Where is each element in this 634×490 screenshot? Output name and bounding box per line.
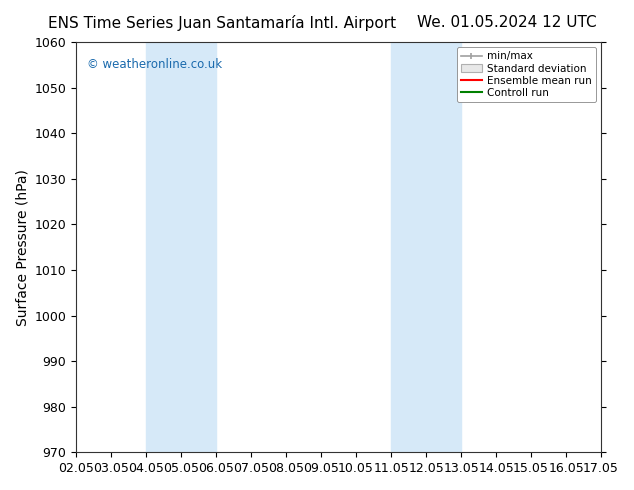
Text: © weatheronline.co.uk: © weatheronline.co.uk <box>87 58 222 72</box>
Bar <box>391 42 461 452</box>
Y-axis label: Surface Pressure (hPa): Surface Pressure (hPa) <box>15 169 29 325</box>
Legend: min/max, Standard deviation, Ensemble mean run, Controll run: min/max, Standard deviation, Ensemble me… <box>456 47 596 102</box>
Text: ENS Time Series Juan Santamaría Intl. Airport: ENS Time Series Juan Santamaría Intl. Ai… <box>48 15 396 31</box>
Text: We. 01.05.2024 12 UTC: We. 01.05.2024 12 UTC <box>417 15 597 30</box>
Bar <box>146 42 216 452</box>
